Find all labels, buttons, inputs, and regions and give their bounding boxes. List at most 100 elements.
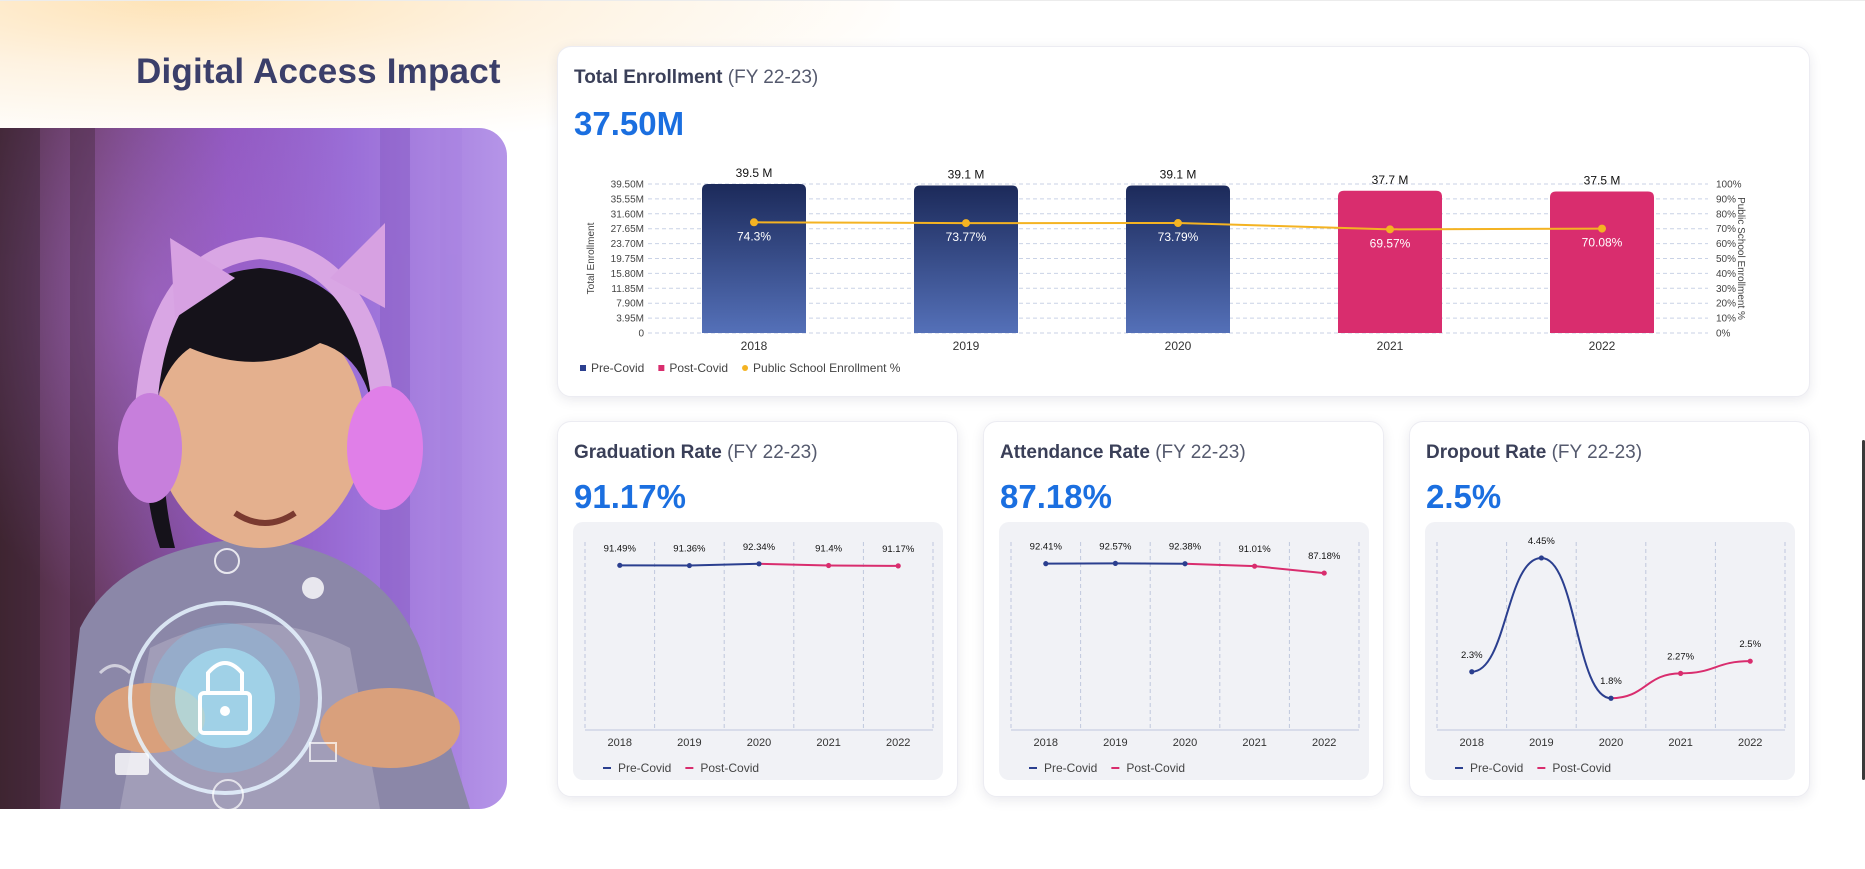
legend-swatch [742,365,749,371]
x-tick-label: 2020 [1599,737,1623,749]
line-point[interactable] [750,218,758,227]
bar-value-label: 39.1 M [1160,168,1197,182]
legend-label[interactable]: Public School Enrollment % [753,361,901,375]
line-point[interactable] [756,561,762,567]
y-tick-label: 3.95M [616,314,644,325]
point-value-label: 91.49% [604,543,637,554]
line-point[interactable] [1469,669,1475,675]
line-point[interactable] [617,562,623,568]
legend-label[interactable]: Post-Covid [700,761,759,775]
x-tick-label: 2022 [1589,339,1616,353]
point-value-label: 91.4% [815,543,842,554]
line-point[interactable] [1252,563,1258,569]
x-tick-label: 2020 [1173,737,1197,749]
y2-axis-label: Public School Enrollment % [1735,197,1746,320]
enrollment-chart: 0 3.95M 7.90M 11.85M 15.80M 19.75M 23.70M 27.65… [580,166,1746,375]
top-border [0,0,1865,1]
y-tick-label: 35.55M [611,194,644,205]
y2-tick-label: 80% [1716,209,1736,220]
enrollment-subtitle: (FY 22-23) [727,67,819,88]
x-tick-label: 2021 [1668,737,1692,749]
line-point[interactable] [1112,560,1118,566]
page-title: Digital Access Impact [136,52,501,91]
legend-label[interactable]: Post-Covid [1552,761,1611,775]
x-tick-label: 2019 [953,339,980,353]
x-tick-label: 2022 [1312,737,1336,749]
bar[interactable] [1338,190,1442,333]
point-value-label: 91.01% [1238,544,1271,555]
line-point[interactable] [1321,570,1327,576]
point-value-label: 2.27% [1667,651,1694,662]
legend-swatch [658,365,665,371]
bar-value-label: 39.1 M [948,168,985,182]
scrollbar[interactable] [1862,440,1865,780]
y-axis-label: Total Enrollment [586,222,597,294]
dropout-chart: 2.3% 2018 4.45% 2019 1.8% 2020 2.27% 2021 2.5% 20… [1436,536,1786,775]
y-tick-label: 0 [638,329,644,340]
x-tick-label: 2019 [677,737,701,749]
point-value-label: 1.8% [1600,676,1622,687]
line-point[interactable] [1043,561,1049,567]
bar-value-label: 37.5 M [1584,174,1621,188]
y2-tick-label: 40% [1716,269,1736,280]
line-point[interactable] [1538,555,1544,561]
bar[interactable] [702,184,806,333]
line-point[interactable] [1608,695,1614,701]
point-value-label: 92.41% [1030,542,1063,553]
y-tick-label: 39.50M [611,180,644,191]
y-tick-label: 15.80M [611,269,644,280]
x-tick-label: 2022 [886,737,910,749]
bar[interactable] [914,185,1018,333]
x-tick-label: 2020 [1165,339,1192,353]
bar[interactable] [1126,185,1230,333]
x-tick-label: 2019 [1529,737,1553,749]
y2-tick-label: 10% [1716,314,1736,325]
y2-tick-label: 20% [1716,299,1736,310]
point-value-label: 91.36% [673,544,706,555]
point-value-label: 87.18% [1308,551,1341,562]
x-tick-label: 2020 [747,737,771,749]
enrollment-title: Total Enrollment [574,67,723,88]
attendance-card-title: Attendance Rate (FY 22-23) [1000,442,1246,464]
line-point[interactable] [1386,225,1394,234]
point-value-label: 2.5% [1739,639,1761,650]
pre-covid-line [1471,556,1612,700]
legend-label[interactable]: Pre-Covid [591,361,644,375]
line-point[interactable] [895,563,901,569]
legend-label[interactable]: Pre-Covid [1044,761,1097,775]
line-value-label: 74.3% [737,229,771,243]
line-point[interactable] [962,219,970,228]
legend-label[interactable]: Pre-Covid [1470,761,1523,775]
bar[interactable] [1550,191,1654,333]
legend-label[interactable]: Post-Covid [1126,761,1185,775]
dropout-card-title: Dropout Rate (FY 22-23) [1426,442,1642,464]
y2-tick-label: 0% [1716,329,1731,340]
line-value-label: 73.77% [946,230,987,244]
y2-tick-label: 50% [1716,254,1736,265]
graduation-value: 91.17% [574,478,686,515]
hero-illustration [0,128,470,809]
line-point[interactable] [1182,561,1188,567]
dropout-rate-card: Dropout Rate (FY 22-23) 2.5% 2.3% 2018 4.4… [1409,421,1810,797]
y-tick-label: 7.90M [616,299,644,310]
total-enrollment-card: Total Enrollment (FY 22-23) 37.50M 0 3.95… [557,46,1810,397]
line-point[interactable] [1174,219,1182,228]
x-tick-label: 2021 [1242,737,1266,749]
y2-tick-label: 100% [1716,180,1742,191]
graduation-subtitle: (FY 22-23) [727,442,818,463]
graduation-chart: 91.49% 2018 91.36% 2019 92.34% 2020 91.4% 2021 9… [584,542,934,775]
line-point[interactable] [826,562,832,569]
point-value-label: 92.34% [743,542,776,553]
graduation-card-title: Graduation Rate (FY 22-23) [574,442,818,464]
legend-label[interactable]: Pre-Covid [618,761,671,775]
enrollment-card-title: Total Enrollment (FY 22-23) [574,67,818,89]
line-point[interactable] [1678,670,1684,676]
legend-label[interactable]: Post-Covid [669,361,728,375]
attendance-chart: 92.41% 2018 92.57% 2019 92.38% 2020 91.01% 2021… [1010,541,1360,775]
line-point[interactable] [686,562,692,569]
y-tick-label: 11.85M [611,284,644,295]
line-point[interactable] [1747,658,1753,664]
line-point[interactable] [1598,224,1606,233]
enrollment-value: 37.50M [574,105,685,142]
line-value-label: 70.08% [1582,236,1623,250]
